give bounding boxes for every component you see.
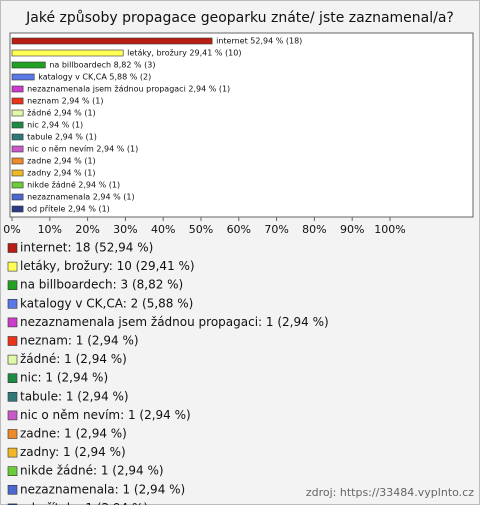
legend-swatch [7, 466, 18, 477]
bar [11, 121, 24, 129]
bar [11, 145, 24, 153]
x-tick-label: 90% [340, 223, 364, 236]
x-tick-label: 0% [3, 223, 20, 236]
legend-label: na billboardech: 3 (8,82 %) [20, 278, 183, 292]
data-label: na billboardech 8,82 % (3) [49, 61, 155, 70]
x-tick-label: 60% [227, 223, 251, 236]
bar [11, 37, 213, 45]
data-label: nikde žádné 2,94 % (1) [27, 180, 120, 190]
x-tick-label: 30% [113, 223, 137, 236]
plot-area [9, 32, 474, 218]
legend-swatch [7, 336, 18, 346]
legend-swatch [7, 354, 18, 365]
x-tick-label: 20% [75, 223, 99, 236]
data-label: nezaznamenala jsem žádnou propagaci 2,94… [27, 85, 230, 94]
x-tick-label: 10% [38, 223, 62, 236]
legend-swatch [7, 373, 18, 384]
legend-label: katalogy v CK,CA: 2 (5,88 %) [20, 296, 193, 310]
x-tick-label: 40% [151, 223, 175, 236]
legend-swatch [7, 391, 18, 402]
x-tick-label: 50% [189, 223, 213, 236]
legend-label: letáky, brožury: 10 (29,41 %) [20, 259, 195, 273]
legend-swatch [7, 298, 18, 309]
legend-label: nezaznamenala jsem žádnou propagaci: 1 (… [20, 315, 329, 329]
data-label: nezaznamenala 2,94 % (1) [27, 193, 134, 202]
data-label: tabule 2,94 % (1) [27, 133, 97, 142]
bar [11, 97, 24, 105]
data-label: katalogy v CK,CA 5,88 % (2) [38, 73, 151, 82]
legend-swatch [7, 503, 18, 505]
data-label: neznam 2,94 % (1) [27, 97, 103, 106]
data-label: od přítele 2,94 % (1) [27, 205, 110, 214]
legend-swatch [7, 243, 18, 253]
legend-label: žádné: 1 (2,94 %) [20, 352, 127, 366]
bar [11, 109, 24, 117]
data-label: nic o něm nevím 2,94 % (1) [27, 145, 138, 154]
x-tick-label: 100% [374, 223, 405, 236]
legend-label: nikde žádné: 1 (2,94 %) [20, 464, 164, 478]
bar [11, 61, 46, 69]
legend-swatch [7, 261, 18, 272]
data-label: zadny 2,94 % (1) [27, 169, 95, 178]
bar [11, 169, 24, 177]
bar [11, 133, 24, 141]
bar [11, 85, 24, 93]
legend-label: nic o něm nevím: 1 (2,94 %) [20, 408, 191, 422]
legend-label: zadny: 1 (2,94 %) [20, 445, 126, 459]
legend-swatch [7, 484, 18, 495]
legend-swatch [7, 280, 18, 291]
legend-label: tabule: 1 (2,94 %) [20, 389, 129, 403]
legend-swatch [7, 410, 18, 421]
legend-label: od přítele: 1 (2,94 %) [20, 501, 148, 505]
legend-swatch [7, 317, 18, 328]
bar [11, 49, 124, 57]
legend-label: neznam: 1 (2,94 %) [20, 334, 139, 348]
x-tick-label: 70% [264, 223, 288, 236]
bar [11, 157, 24, 165]
legend-label: nic: 1 (2,94 %) [20, 371, 108, 385]
data-label: internet 52,94 % (18) [216, 37, 302, 46]
legend-label: zadne: 1 (2,94 %) [20, 427, 127, 441]
data-label: letáky, brožury 29,41 % (10) [127, 49, 241, 58]
legend-swatch [7, 447, 18, 458]
bar [11, 73, 35, 81]
legend-label: nezaznamenala: 1 (2,94 %) [20, 482, 185, 496]
bar [11, 181, 24, 189]
bar [11, 205, 24, 213]
source: zdroj: https://33484.vyplnto.cz [306, 486, 474, 499]
chart-title: Jaké způsoby propagace geoparku znáte/ j… [25, 10, 454, 26]
data-label: žádné 2,94 % (1) [27, 108, 96, 118]
data-label: nic 2,94 % (1) [27, 121, 83, 130]
bar [11, 193, 24, 201]
x-tick-label: 80% [302, 223, 326, 236]
legend-swatch [7, 429, 18, 439]
legend-label: internet: 18 (52,94 %) [20, 241, 153, 255]
data-label: zadne 2,94 % (1) [27, 157, 96, 166]
